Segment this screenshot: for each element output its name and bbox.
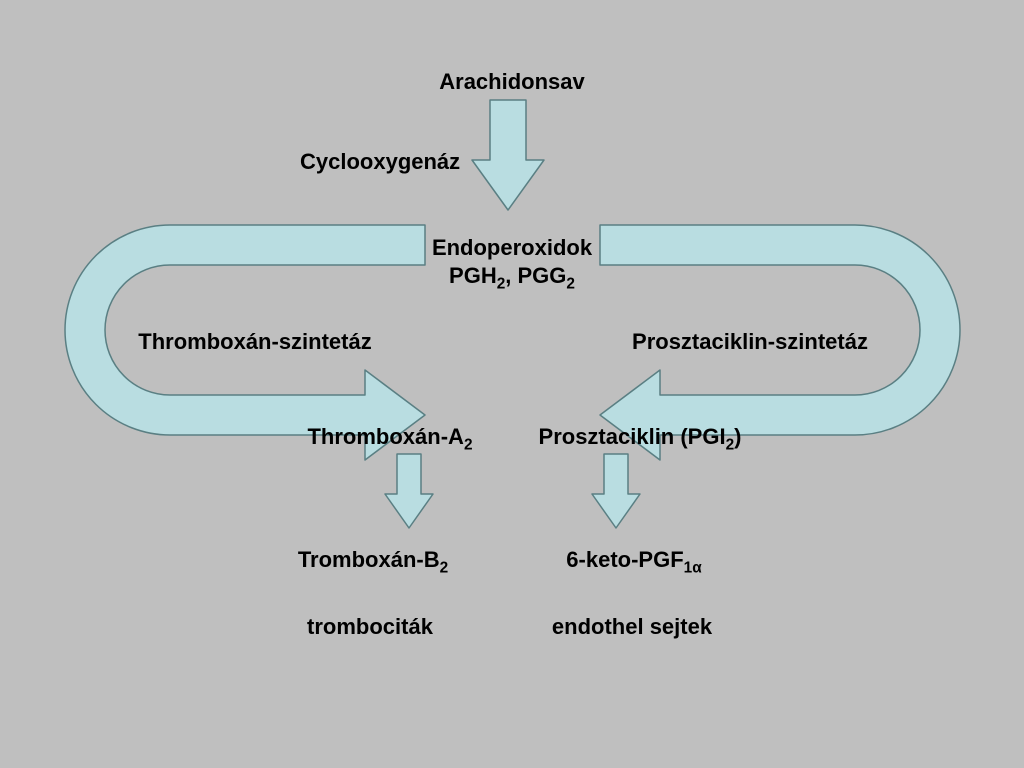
label-pgi-szintetaz: Prosztaciklin-szintetáz <box>632 329 868 354</box>
label-tx-szintetaz: Thromboxán-szintetáz <box>138 329 371 354</box>
label-trombocitak: trombociták <box>307 614 433 639</box>
arrow-top-down <box>472 100 544 210</box>
arrow-small-left <box>385 454 433 528</box>
label-pgh2-pgg2: PGH2, PGG2 <box>449 263 575 288</box>
label-txb2: Tromboxán-B2 <box>298 547 448 572</box>
label-endoperoxidok: Endoperoxidok <box>432 235 592 260</box>
label-txa2: Thromboxán-A2 <box>307 424 472 449</box>
diagram-stage: Arachidonsav Cyclooxygenáz Endoperoxidok… <box>0 0 1024 768</box>
label-6keto-pgf1a: 6-keto-PGF1α <box>566 547 701 572</box>
arrow-small-right <box>592 454 640 528</box>
label-cyclooxygenaz: Cyclooxygenáz <box>300 149 460 174</box>
label-endothel: endothel sejtek <box>552 614 712 639</box>
label-pgi2: Prosztaciklin (PGI2) <box>539 424 742 449</box>
label-arachidonsav: Arachidonsav <box>439 69 585 94</box>
